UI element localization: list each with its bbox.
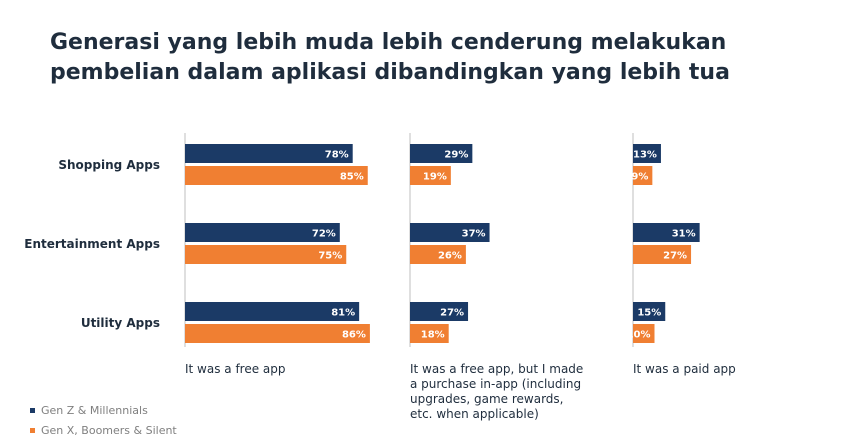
value-label-panel-1-entertainment-apps-gen-x: 75% bbox=[318, 251, 342, 262]
bar-panel-2-utility-apps-gen-x bbox=[410, 324, 449, 343]
legend-swatch-gen-z bbox=[30, 407, 35, 413]
value-label-panel-3-utility-apps-gen-z: 15% bbox=[637, 308, 661, 319]
bar-panel-3-shopping-apps-gen-x bbox=[633, 166, 653, 185]
bar-panel-3-utility-apps-gen-z bbox=[633, 302, 666, 321]
bar-panel-2-utility-apps-gen-z bbox=[410, 302, 469, 321]
legend-item-gen-x: Gen X, Boomers & Silent bbox=[30, 420, 177, 440]
value-label-panel-1-entertainment-apps-gen-z: 72% bbox=[312, 229, 336, 240]
legend-label-gen-x: Gen X, Boomers & Silent bbox=[41, 423, 177, 437]
chart-title: Generasi yang lebih muda lebih cenderung… bbox=[50, 28, 810, 88]
bar-panel-3-shopping-apps-gen-z bbox=[633, 144, 661, 163]
value-label-panel-1-utility-apps-gen-x: 86% bbox=[342, 330, 366, 341]
value-label-panel-3-entertainment-apps-gen-z: 31% bbox=[672, 229, 696, 240]
bar-panel-1-utility-apps-gen-z bbox=[185, 302, 360, 321]
bar-panel-2-entertainment-apps-gen-x bbox=[410, 245, 466, 264]
value-label-panel-3-shopping-apps-gen-z: 13% bbox=[633, 150, 657, 161]
bar-panel-3-entertainment-apps-gen-z bbox=[633, 223, 700, 242]
value-label-panel-2-shopping-apps-gen-x: 19% bbox=[423, 172, 447, 183]
value-label-panel-2-entertainment-apps-gen-x: 26% bbox=[438, 251, 462, 262]
bar-panel-2-entertainment-apps-gen-z bbox=[410, 223, 490, 242]
legend-label-gen-z: Gen Z & Millennials bbox=[41, 403, 148, 417]
value-label-panel-2-shopping-apps-gen-z: 29% bbox=[444, 150, 468, 161]
value-label-panel-1-shopping-apps-gen-x: 85% bbox=[340, 172, 364, 183]
panel-caption-free-app-in-app-purchase: It was a free app, but I made a purchase… bbox=[410, 362, 584, 421]
bar-panel-1-utility-apps-gen-x bbox=[185, 324, 370, 343]
panel-caption-free-app: It was a free app bbox=[185, 362, 286, 376]
bar-panel-3-entertainment-apps-gen-x bbox=[633, 245, 692, 264]
value-label-panel-2-utility-apps-gen-z: 27% bbox=[440, 308, 464, 319]
bar-panel-2-shopping-apps-gen-x bbox=[410, 166, 451, 185]
value-label-panel-2-entertainment-apps-gen-z: 37% bbox=[462, 229, 486, 240]
chart-legend: Gen Z & Millennials Gen X, Boomers & Sil… bbox=[30, 400, 177, 440]
category-label-shopping-apps: Shopping Apps bbox=[58, 158, 160, 172]
value-label-panel-3-entertainment-apps-gen-x: 27% bbox=[663, 251, 687, 262]
bar-panel-1-entertainment-apps-gen-z bbox=[185, 223, 340, 242]
title-line-1: Generasi yang lebih muda lebih cenderung… bbox=[50, 30, 727, 55]
bar-panel-1-shopping-apps-gen-z bbox=[185, 144, 353, 163]
value-label-panel-3-utility-apps-gen-x: 10% bbox=[627, 330, 651, 341]
bar-panel-2-shopping-apps-gen-z bbox=[410, 144, 473, 163]
bar-panel-1-shopping-apps-gen-x bbox=[185, 166, 368, 185]
bar-panel-3-utility-apps-gen-x bbox=[633, 324, 655, 343]
category-label-utility-apps: Utility Apps bbox=[81, 316, 160, 330]
legend-item-gen-z: Gen Z & Millennials bbox=[30, 400, 177, 420]
title-line-2: pembelian dalam aplikasi dibandingkan ya… bbox=[50, 60, 730, 85]
value-label-panel-2-utility-apps-gen-x: 18% bbox=[421, 330, 445, 341]
category-label-entertainment-apps: Entertainment Apps bbox=[24, 237, 160, 251]
value-label-panel-1-shopping-apps-gen-z: 78% bbox=[325, 150, 349, 161]
panel-caption-paid-app: It was a paid app bbox=[633, 362, 736, 376]
value-label-panel-3-shopping-apps-gen-x: 9% bbox=[631, 172, 648, 183]
legend-swatch-gen-x bbox=[30, 427, 35, 433]
bar-panel-1-entertainment-apps-gen-x bbox=[185, 245, 347, 264]
value-label-panel-1-utility-apps-gen-z: 81% bbox=[331, 308, 355, 319]
